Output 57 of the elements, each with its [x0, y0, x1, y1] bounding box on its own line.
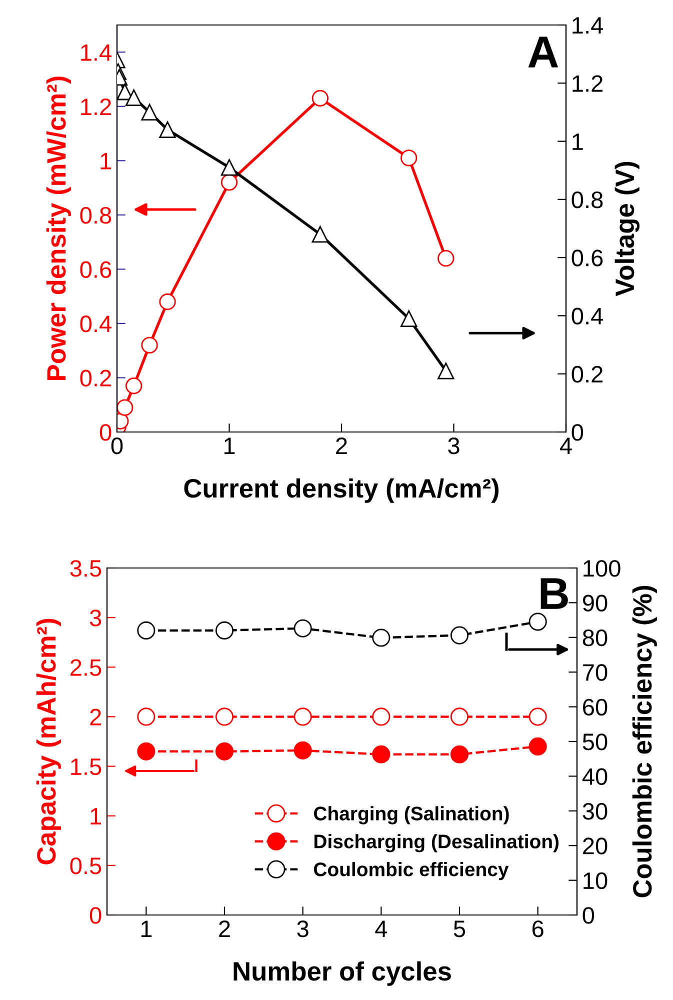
x-tick-label: 0	[111, 437, 123, 454]
annotation: B	[540, 578, 568, 609]
y-tick-label: 2.5	[70, 659, 102, 676]
x-tick-label: 2	[336, 437, 347, 454]
y2-tick-label: 50	[582, 734, 608, 750]
y-tick-label: 0.8	[80, 207, 112, 224]
x-tick-label: 6	[532, 920, 544, 938]
y2-tick-label: 1.2	[572, 75, 602, 92]
y2-tick-label: 20	[583, 838, 608, 854]
x-tick-label: 5	[454, 920, 466, 938]
y2-tick-label: 70	[583, 664, 608, 681]
y-tick-label: 2	[90, 708, 101, 726]
y2-tick-label: 0.8	[572, 191, 603, 208]
x-tick-label: 4	[560, 438, 572, 454]
y-tick-label: 1	[100, 152, 111, 170]
y2-tick-label: 1	[572, 134, 583, 150]
y2-tick-label: 0.4	[572, 308, 603, 324]
legend-label: Discharging (Desalination)	[314, 834, 559, 852]
y-axis-title: Power density (mW/cm²)	[46, 76, 71, 380]
y-tick-label: 0.6	[80, 261, 112, 278]
x-tick-label: 3	[448, 437, 460, 454]
annotation: A	[528, 36, 558, 68]
y-axis-title: Capacity (mAh/cm²)	[36, 618, 61, 864]
x-tick-label: 1	[224, 438, 235, 454]
y-tick-label: 0.2	[80, 370, 111, 387]
x-axis-title: Current density (mA/cm²)	[184, 478, 499, 503]
y-tick-label: 1.4	[81, 44, 112, 61]
y2-axis-title: Coulombic efficiency (%)	[632, 586, 657, 898]
y2-tick-label: 0.6	[572, 250, 603, 266]
x-tick-label: 4	[375, 920, 388, 937]
y2-tick-label: 1.4	[572, 17, 603, 34]
y2-tick-label: 100	[584, 560, 620, 577]
y-tick-label: 0	[90, 907, 102, 924]
x-tick-label: 3	[297, 920, 308, 938]
y-tick-label: 1.5	[71, 758, 102, 776]
y-tick-label: 3	[90, 610, 102, 626]
y-tick-label: 3.5	[70, 560, 102, 577]
y2-tick-label: 0	[572, 424, 584, 441]
x-tick-label: 2	[219, 920, 230, 937]
legend-label: Charging (Salination)	[314, 806, 509, 824]
y2-tick-label: 30	[582, 802, 608, 820]
y2-tick-label: 0.2	[572, 366, 602, 383]
y-tick-label: 0.5	[70, 857, 102, 874]
y-tick-label: 0.4	[80, 316, 112, 332]
legend-label: Coulombic efficiency	[314, 862, 509, 880]
y2-axis-title: Voltage (V)	[614, 162, 640, 296]
x-axis-title: Number of cycles	[234, 961, 451, 986]
y2-tick-label: 60	[583, 698, 608, 716]
y2-tick-label: 80	[582, 629, 608, 646]
x-tick-label: 1	[141, 920, 152, 937]
y-tick-label: 1.2	[81, 98, 111, 115]
y-tick-label: 1	[90, 808, 101, 824]
y-tick-label: 0	[100, 424, 112, 441]
y2-tick-label: 90	[582, 594, 608, 612]
y2-tick-label: 40	[582, 768, 608, 785]
y2-tick-label: 10	[584, 872, 608, 890]
y2-tick-label: 0	[582, 907, 594, 924]
